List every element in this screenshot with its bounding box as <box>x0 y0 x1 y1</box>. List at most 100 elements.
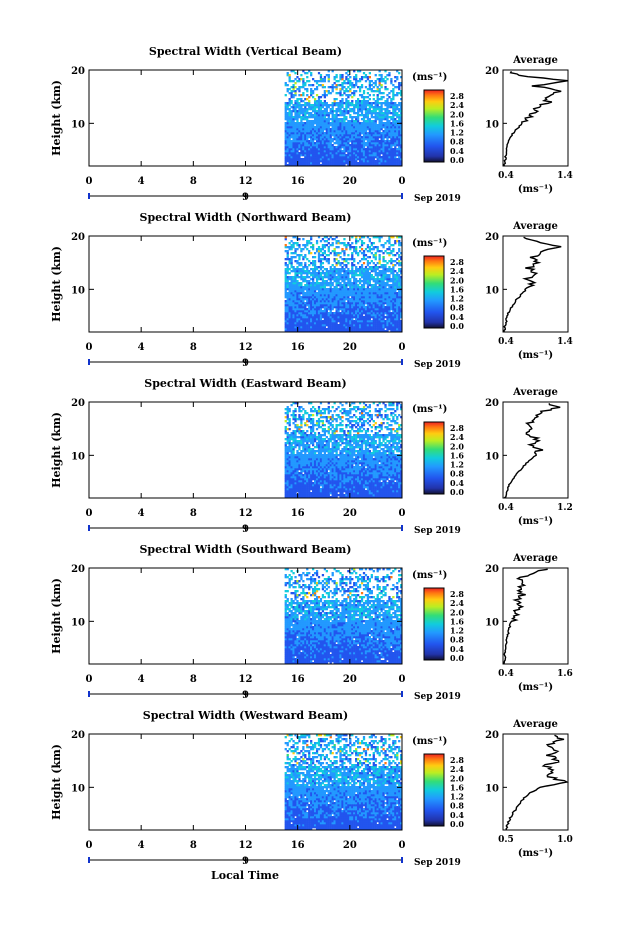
heatmap-cell <box>294 122 297 125</box>
heatmap-cell <box>343 292 346 295</box>
heatmap-cell <box>333 150 336 153</box>
heatmap-cell <box>304 312 307 315</box>
heatmap-cell <box>339 314 342 317</box>
heatmap-cell <box>339 322 342 325</box>
heatmap-cell <box>313 272 317 275</box>
heatmap-cell <box>333 288 336 291</box>
heatmap-cell <box>370 286 373 289</box>
heatmap-cell <box>321 282 325 285</box>
heatmap-cell <box>364 268 368 271</box>
heatmap-cell <box>290 96 293 99</box>
heatmap-cell <box>292 242 295 245</box>
heatmap-cell <box>329 482 332 485</box>
heatmap-cell <box>304 150 307 153</box>
heatmap-cell <box>331 84 334 87</box>
heatmap-cell <box>343 120 346 123</box>
heatmap-cell <box>351 322 354 325</box>
heatmap-cell <box>360 152 364 155</box>
heatmap-cell <box>372 134 375 137</box>
heatmap-cell <box>388 328 391 331</box>
heatmap-cell <box>374 258 377 261</box>
heatmap-cell <box>315 298 319 301</box>
heatmap-cell <box>331 296 334 299</box>
heatmap-cell <box>378 78 381 81</box>
heatmap-cell <box>382 328 385 331</box>
heatmap-cell <box>362 250 366 253</box>
heatmap-cell <box>290 324 293 327</box>
heatmap-cell <box>384 82 387 85</box>
heatmap-cell <box>394 240 397 243</box>
heatmap-cell <box>378 302 381 305</box>
heatmap-cell <box>368 124 371 127</box>
heatmap-cell <box>358 282 362 285</box>
heatmap-cell <box>341 78 344 81</box>
heatmap-cell <box>372 492 375 495</box>
heatmap-cell <box>366 330 370 333</box>
heatmap-cell <box>325 280 328 283</box>
heatmap-cell <box>384 326 387 329</box>
heatmap-cell <box>323 112 327 115</box>
heatmap-cell <box>380 310 383 313</box>
heatmap-cell <box>345 298 348 301</box>
heatmap-cell <box>341 164 344 167</box>
heatmap-cell <box>333 78 336 81</box>
heatmap-cell <box>325 486 328 489</box>
heatmap-cell <box>331 278 334 281</box>
heatmap-cell <box>353 288 356 291</box>
heatmap-cell <box>327 164 330 167</box>
heatmap-cell <box>298 306 301 309</box>
heatmap-cell <box>327 328 330 331</box>
heatmap-cell <box>321 488 325 491</box>
heatmap-cell <box>290 118 293 121</box>
heatmap-cell <box>358 290 362 293</box>
heatmap-cell <box>327 294 330 297</box>
heatmap-cell <box>292 252 295 255</box>
heatmap-cell <box>345 488 348 491</box>
heatmap-cell <box>288 480 291 483</box>
heatmap-cell <box>300 250 303 253</box>
heatmap-cell <box>376 132 379 135</box>
heatmap-cell <box>347 94 350 97</box>
heatmap-cell <box>321 314 325 317</box>
heatmap-cell <box>398 108 401 111</box>
heatmap-cell <box>400 114 403 117</box>
heatmap-cell <box>360 240 364 243</box>
heatmap-cell <box>306 326 309 329</box>
heatmap-cell <box>382 118 385 121</box>
heatmap-cell <box>400 150 403 153</box>
heatmap-cell <box>370 304 373 307</box>
heatmap-cell <box>302 306 305 309</box>
heatmap-cell <box>388 298 391 301</box>
heatmap-cell <box>394 314 397 317</box>
heatmap-cell <box>394 282 397 285</box>
heatmap-cell <box>292 304 295 307</box>
heatmap-cell <box>380 74 383 77</box>
heatmap-cell <box>364 496 368 499</box>
heatmap-cell <box>374 272 377 275</box>
heatmap-cell <box>321 326 325 329</box>
heatmap-cell <box>341 82 344 85</box>
heatmap-cell <box>357 102 360 105</box>
heatmap-cell <box>392 132 395 135</box>
heatmap-cell <box>331 242 334 245</box>
heatmap-cell <box>392 112 395 115</box>
heatmap-cell <box>370 494 373 497</box>
heatmap-cell <box>327 314 330 317</box>
heatmap-cell <box>374 278 377 281</box>
heatmap-cell <box>292 140 295 143</box>
heatmap-cell <box>372 116 375 119</box>
heatmap-cell <box>323 118 327 121</box>
heatmap-cell <box>333 260 336 263</box>
heatmap-cell <box>376 160 379 163</box>
colorbar <box>423 255 445 329</box>
heatmap-cell <box>337 260 340 263</box>
heatmap-cell <box>364 158 368 161</box>
heatmap-cell <box>331 106 334 109</box>
heatmap-cell <box>388 254 391 257</box>
heatmap-cell <box>304 278 307 281</box>
heatmap-cell <box>376 262 379 265</box>
y-axis-label: Height (km) <box>50 412 63 488</box>
heatmap-cell <box>329 296 332 299</box>
heatmap-cell <box>382 314 385 317</box>
heatmap-cell <box>357 240 360 243</box>
